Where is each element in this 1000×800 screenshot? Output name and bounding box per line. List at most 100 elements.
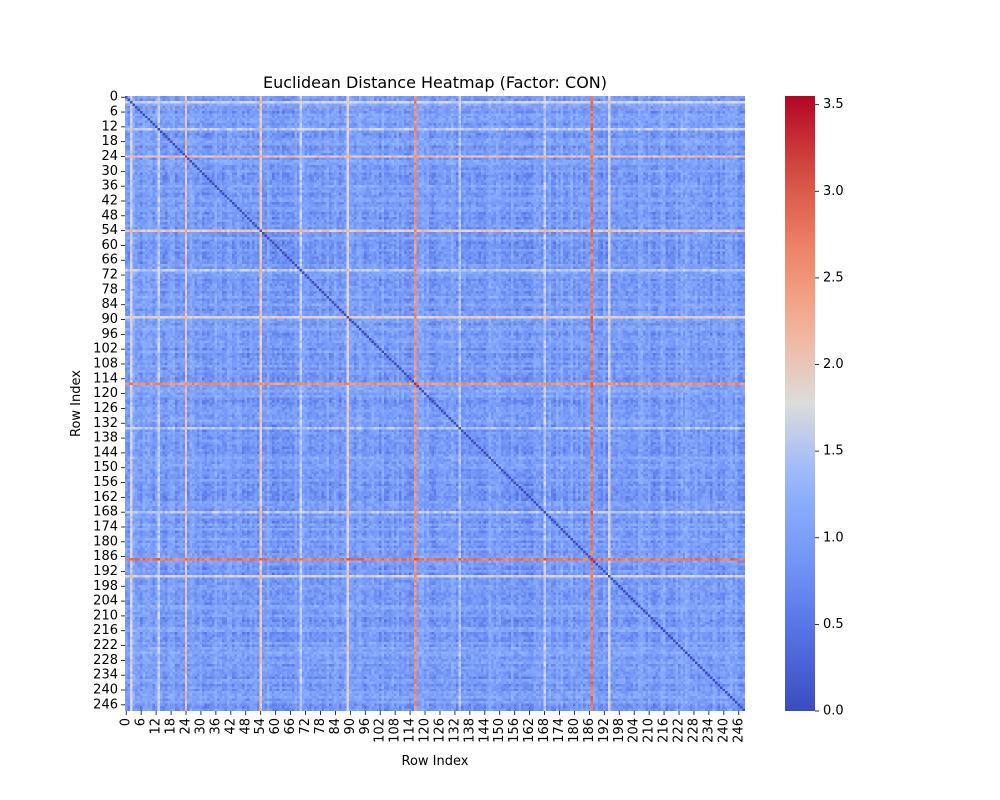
x-tick-label: 138	[462, 718, 477, 743]
x-tick-label: 42	[223, 718, 238, 735]
y-axis-ticks: 0612182430364248546066727884909610210811…	[93, 90, 125, 712]
y-tick-label: 234	[93, 668, 118, 683]
x-axis-ticks: 0 6 12 18 24 30 36 42 48 54 60 66 72 78 84 90 96 102 108 11…	[119, 711, 746, 743]
colorbar-tick-label: 0.5	[823, 617, 844, 632]
y-tick-label: 6	[110, 105, 118, 120]
x-tick-label: 126	[432, 718, 447, 743]
y-tick-label: 186	[93, 549, 118, 564]
x-tick-label: 96	[358, 718, 373, 735]
x-tick-label: 120	[418, 718, 433, 743]
y-tick-label: 42	[101, 193, 118, 208]
x-tick-label: 216	[657, 718, 672, 743]
y-tick-label: 24	[101, 149, 118, 164]
x-tick-label: 144	[477, 718, 492, 743]
y-tick-label: 210	[93, 608, 118, 623]
y-tick-label: 222	[93, 638, 118, 653]
x-tick-label: 24	[179, 718, 194, 735]
y-tick-label: 48	[101, 208, 118, 223]
x-tick-label: 162	[522, 718, 537, 743]
x-tick-label: 84	[328, 718, 343, 735]
x-tick-label: 168	[537, 718, 552, 743]
y-tick-label: 12	[101, 119, 118, 134]
x-tick-label: 186	[582, 718, 597, 743]
colorbar-tick-label: 3.0	[823, 184, 844, 199]
y-tick-label: 204	[93, 594, 118, 609]
y-tick-label: 144	[93, 445, 118, 460]
x-tick-label: 66	[283, 718, 298, 735]
x-tick-label: 132	[447, 718, 462, 743]
x-tick-label: 0	[119, 718, 134, 726]
y-tick-label: 108	[93, 356, 118, 371]
y-tick-label: 60	[101, 238, 118, 253]
y-tick-label: 0	[110, 90, 118, 105]
colorbar-tick-label: 1.0	[823, 530, 844, 545]
y-tick-label: 84	[101, 297, 118, 312]
x-tick-label: 6	[134, 718, 149, 726]
colorbar-tick-label: 2.0	[823, 357, 844, 372]
y-tick-label: 216	[93, 623, 118, 638]
x-axis-label: Row Index	[402, 754, 469, 769]
y-tick-label: 90	[101, 312, 118, 327]
x-tick-label: 48	[238, 718, 253, 735]
x-tick-label: 102	[373, 718, 388, 743]
y-tick-label: 180	[93, 534, 118, 549]
x-tick-label: 240	[716, 718, 731, 743]
colorbar-tick-label: 0.0	[823, 704, 844, 719]
x-tick-label: 36	[208, 718, 223, 735]
y-tick-label: 150	[93, 460, 118, 475]
y-tick-label: 54	[101, 223, 118, 238]
x-tick-label: 222	[672, 718, 687, 743]
y-tick-label: 114	[93, 371, 118, 386]
y-tick-label: 240	[93, 683, 118, 698]
x-tick-label: 246	[731, 718, 746, 743]
y-tick-label: 174	[93, 519, 118, 534]
y-tick-label: 168	[93, 505, 118, 520]
colorbar	[785, 96, 815, 711]
x-tick-label: 210	[642, 718, 657, 743]
colorbar-tick-label: 2.5	[823, 270, 844, 285]
x-tick-label: 234	[701, 718, 716, 743]
y-tick-label: 36	[101, 179, 118, 194]
x-tick-label: 204	[627, 718, 642, 743]
x-tick-label: 192	[597, 718, 612, 743]
y-tick-label: 66	[101, 253, 118, 268]
x-tick-label: 198	[612, 718, 627, 743]
y-tick-label: 162	[93, 490, 118, 505]
y-axis-label: Row Index	[69, 370, 84, 437]
y-tick-label: 228	[93, 653, 118, 668]
x-tick-label: 78	[313, 718, 328, 735]
x-tick-label: 72	[298, 718, 313, 735]
x-tick-label: 108	[388, 718, 403, 743]
y-tick-label: 30	[101, 164, 118, 179]
y-tick-label: 192	[93, 564, 118, 579]
colorbar-tick-label: 3.5	[823, 97, 844, 112]
y-tick-label: 198	[93, 579, 118, 594]
y-tick-label: 156	[93, 475, 118, 490]
x-tick-label: 150	[492, 718, 507, 743]
x-tick-label: 228	[686, 718, 701, 743]
y-tick-label: 120	[93, 386, 118, 401]
x-tick-label: 54	[253, 718, 268, 735]
heatmap-cells	[125, 96, 745, 711]
x-tick-label: 156	[507, 718, 522, 743]
colorbar-tick-label: 1.5	[823, 444, 844, 459]
y-tick-label: 138	[93, 431, 118, 446]
y-tick-label: 102	[93, 342, 118, 357]
heatmap-cell-grid	[125, 96, 745, 711]
colorbar-ticks: 0.0 0.5 1.0 1.5 2.0 2.5 3.0 3.5	[815, 97, 844, 719]
x-tick-label: 180	[567, 718, 582, 743]
x-tick-label: 30	[193, 718, 208, 735]
y-tick-label: 246	[93, 697, 118, 712]
y-tick-label: 78	[101, 282, 118, 297]
x-tick-label: 12	[149, 718, 164, 735]
x-tick-label: 90	[343, 718, 358, 735]
y-tick-label: 126	[93, 401, 118, 416]
x-tick-label: 114	[403, 718, 418, 743]
y-tick-label: 96	[101, 327, 118, 342]
x-tick-label: 174	[552, 718, 567, 743]
y-tick-label: 18	[101, 134, 118, 149]
x-tick-label: 18	[164, 718, 179, 735]
y-tick-label: 132	[93, 416, 118, 431]
